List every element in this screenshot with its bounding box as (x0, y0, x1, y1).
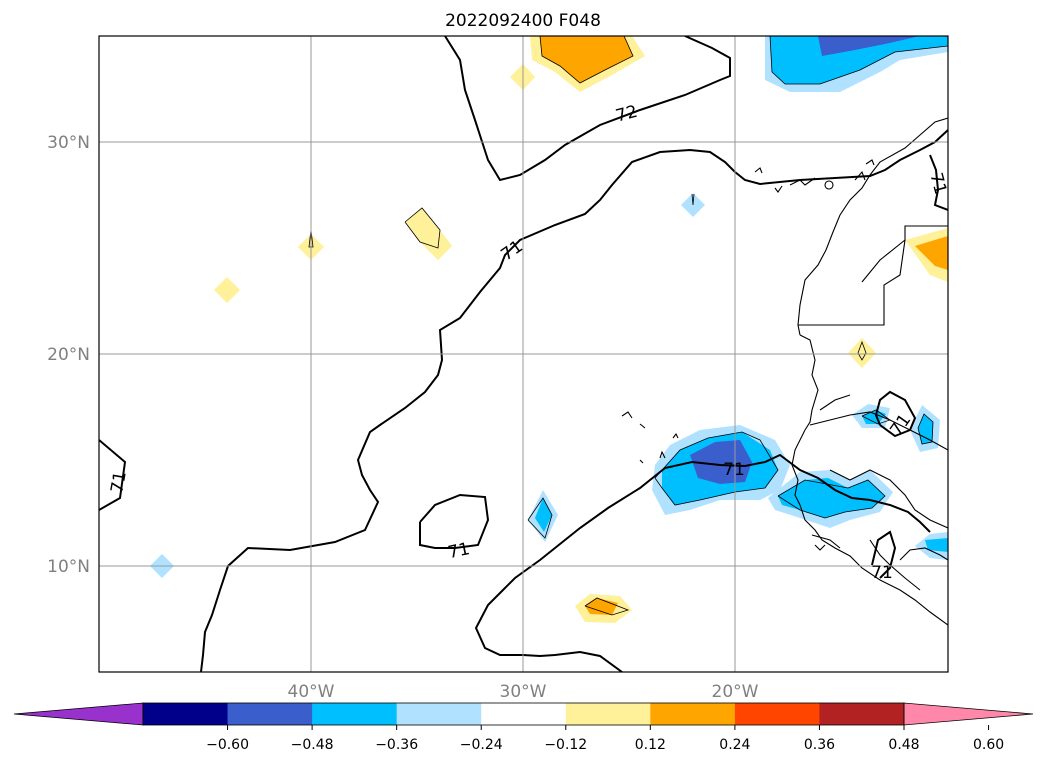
colorbar-frame (142, 702, 905, 726)
positive-dot (848, 338, 876, 368)
colorbar-tick-label: −0.12 (544, 737, 587, 753)
colorbar-cells (143, 703, 905, 725)
colorbar-cell (143, 703, 229, 725)
negative-anomaly-dark (818, 36, 920, 56)
colorbar-cell (650, 703, 736, 725)
negative-patch-large-dark (690, 440, 752, 484)
colorbar-cell (565, 703, 651, 725)
colorbar-tick-label: −0.36 (375, 737, 418, 753)
colorbar-tick-label: −0.24 (460, 737, 503, 753)
colorbar-ticks: −0.60 −0.48 −0.36 −0.24 −0.12 0.12 0.24 0.36 0.4… (206, 725, 1004, 753)
map-area: 72 71 71 71 71 71 71 71 30°N 20°N 10°N 4… (47, 35, 950, 702)
lat-label: 30°N (47, 133, 90, 153)
figure-title: 2022092400 F048 (445, 11, 601, 31)
colorbar-over-triangle (903, 702, 1034, 726)
positive-anomaly-orange (540, 36, 633, 83)
contour-label: 71 (723, 460, 745, 480)
colorbar-cell (227, 703, 313, 725)
contour-label: 71 (871, 563, 893, 583)
colorbar-cell (734, 703, 820, 725)
colorbar-tick-label: 0.60 (973, 737, 1004, 753)
contour-label: 71 (107, 470, 130, 495)
negative-patch-east2-blue (918, 414, 933, 444)
lat-label: 10°N (47, 557, 90, 577)
shaded-field (150, 36, 948, 623)
negative-patch-southeast-blue (925, 538, 948, 552)
colorbar-tick-label: 0.36 (804, 737, 835, 753)
map-frame (98, 35, 949, 673)
contour-label: 71 (446, 539, 471, 563)
lon-label: 30°W (500, 682, 547, 702)
colorbar-cell (312, 703, 398, 725)
gridlines (99, 36, 948, 672)
colorbar-under-triangle (13, 702, 144, 726)
negative-patch-blue (535, 498, 552, 532)
colorbar-tick-label: 0.24 (719, 737, 750, 753)
colorbar-cell (396, 703, 482, 725)
colorbar-cell (481, 703, 567, 725)
negative-patch-africa-blue (778, 478, 885, 518)
positive-dot (214, 277, 240, 303)
lat-labels: 30°N 20°N 10°N (47, 133, 90, 577)
lon-label: 40°W (288, 682, 335, 702)
lon-label: 20°W (712, 682, 759, 702)
colorbar-tick-label: −0.60 (206, 737, 249, 753)
lat-label: 20°N (47, 345, 90, 365)
colorbar: −0.60 −0.48 −0.36 −0.24 −0.12 0.12 0.24 0.36 0.4… (13, 702, 1034, 753)
colorbar-tick-label: 0.48 (888, 737, 919, 753)
colorbar-tick-label: 0.12 (635, 737, 666, 753)
colorbar-cell (819, 703, 905, 725)
colorbar-tick-label: −0.48 (291, 737, 334, 753)
lon-labels: 40°W 30°W 20°W (288, 682, 759, 702)
positive-patch (405, 208, 452, 260)
height-contours (99, 36, 948, 672)
positive-patch-right-orange (915, 236, 948, 270)
negative-anomaly-blue (770, 36, 948, 84)
positive-patch-south-orange (585, 598, 618, 615)
